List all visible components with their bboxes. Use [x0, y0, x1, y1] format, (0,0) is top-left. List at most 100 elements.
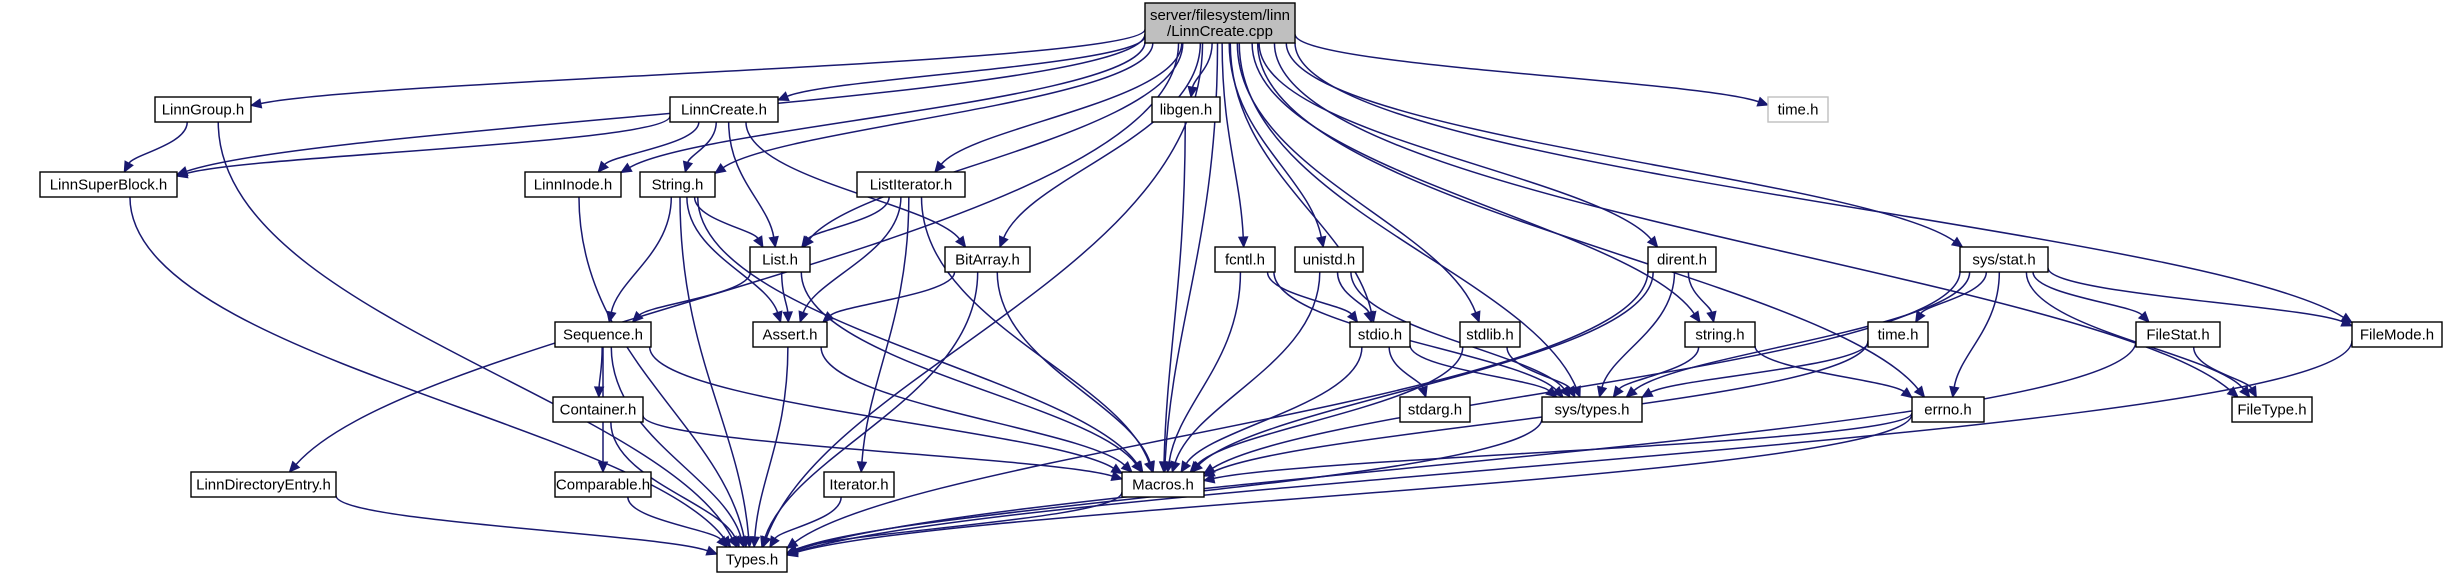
- edge-line: [217, 121, 733, 539]
- edge-arrowhead: [1625, 386, 1638, 398]
- node-unistd[interactable]: unistd.h: [1294, 246, 1364, 273]
- node-label: ListIterator.h: [870, 177, 953, 194]
- edge-ListIterator-to-Assert: [798, 196, 902, 324]
- node-Iterator[interactable]: Iterator.h: [823, 471, 895, 498]
- edge-line: [1336, 271, 1370, 313]
- edge-arrowhead: [1180, 460, 1192, 474]
- edge-line: [920, 196, 1150, 463]
- edge-arrowhead: [856, 461, 868, 474]
- edge-line: [1229, 42, 1373, 313]
- node-LinnSuperBlock[interactable]: LinnSuperBlock.h: [39, 171, 178, 198]
- node-errno[interactable]: errno.h: [1911, 396, 1985, 423]
- node-FileStat[interactable]: FileStat.h: [2135, 321, 2221, 348]
- node-Sequence[interactable]: Sequence.h: [554, 321, 652, 348]
- edge-arrowhead: [1202, 473, 1216, 484]
- edge-line: [1650, 341, 1869, 393]
- edge-stringlc-to-errno: [1754, 345, 1913, 399]
- edge-arrowhead: [776, 91, 790, 102]
- edge-line: [186, 115, 671, 175]
- node-stringlc[interactable]: string.h: [1684, 321, 1756, 348]
- node-label: LinnGroup.h: [162, 102, 245, 119]
- edge-arrowhead: [682, 160, 694, 174]
- node-Comparable[interactable]: Comparable.h: [554, 471, 652, 498]
- node-ListIterator[interactable]: ListIterator.h: [856, 171, 966, 198]
- node-stdlib[interactable]: stdlib.h: [1459, 321, 1521, 348]
- node-Assert[interactable]: Assert.h: [752, 321, 828, 348]
- node-BitArray[interactable]: BitArray.h: [944, 246, 1031, 273]
- node-List[interactable]: List.h: [749, 246, 811, 273]
- node-time2[interactable]: time.h: [1867, 321, 1929, 348]
- node-LinnCreate[interactable]: LinnCreate.h: [669, 96, 779, 123]
- edge-line: [627, 496, 722, 540]
- edge-arrowhead: [749, 536, 761, 549]
- node-StringH[interactable]: String.h: [639, 171, 716, 198]
- edge-arrowhead: [753, 235, 764, 249]
- node-box: [554, 471, 652, 498]
- node-Types[interactable]: Types.h: [716, 546, 788, 573]
- node-Macros[interactable]: Macros.h: [1121, 471, 1205, 498]
- node-dirent[interactable]: dirent.h: [1647, 246, 1717, 273]
- edge-sysstat-to-time2: [1915, 271, 1988, 324]
- node-box: [524, 171, 622, 198]
- node-label: LinnCreate.h: [681, 102, 767, 119]
- node-box: [1959, 246, 2049, 273]
- edge-line: [820, 346, 1126, 466]
- edge-ListIterator-to-Iterator: [856, 196, 910, 474]
- edge-line: [727, 121, 775, 238]
- edge-line: [1920, 271, 1988, 314]
- node-box: [1349, 321, 1411, 348]
- edge-sysstat-to-systypes: [1625, 271, 1971, 398]
- node-timeGray[interactable]: time.h: [1767, 96, 1829, 123]
- edge-root-to-BitArray: [999, 42, 1202, 249]
- edge-line: [1185, 346, 1363, 464]
- edge-arrowhead: [955, 235, 967, 248]
- edge-line: [1285, 42, 1955, 242]
- node-LinnDirectoryEntry[interactable]: LinnDirectoryEntry.h: [190, 471, 337, 498]
- node-label: stdlib.h: [1466, 327, 1514, 344]
- edge-arrowhead: [730, 535, 740, 549]
- node-label: LinnSuperBlock.h: [50, 177, 168, 194]
- edge-line: [260, 29, 1146, 105]
- edge-LinnCreate-to-BitArray: [745, 121, 967, 248]
- node-box: [639, 171, 716, 198]
- edge-line: [687, 121, 717, 163]
- edge-Container-to-Types: [610, 421, 740, 549]
- edge-line: [1953, 271, 2001, 388]
- node-Container[interactable]: Container.h: [552, 396, 644, 423]
- node-label: Macros.h: [1132, 477, 1194, 494]
- edge-line: [335, 495, 708, 552]
- node-FileMode[interactable]: FileMode.h: [2351, 321, 2443, 348]
- edge-arrowhead: [1913, 385, 1926, 398]
- edge-List-to-Assert: [780, 271, 793, 324]
- edge-line: [780, 271, 789, 313]
- edge-line: [1294, 33, 1759, 103]
- edge-arrowhead: [716, 535, 728, 548]
- edge-arrowhead: [606, 310, 617, 324]
- edge-line: [2192, 346, 2253, 389]
- node-LinnGroup[interactable]: LinnGroup.h: [154, 96, 252, 123]
- edge-ListIterator-to-List: [801, 196, 890, 248]
- node-label: Iterator.h: [829, 477, 888, 494]
- edge-line: [1388, 346, 1424, 388]
- node-sysstat[interactable]: sys/stat.h: [1959, 246, 2049, 273]
- edge-root-to-StringH: [713, 42, 1154, 175]
- edge-line: [807, 196, 890, 240]
- edge-root-to-LinnInode: [619, 41, 1146, 174]
- node-systypes[interactable]: sys/types.h: [1541, 396, 1643, 423]
- edge-line: [1258, 42, 1652, 240]
- edge-line: [808, 42, 1184, 240]
- node-stdarg[interactable]: stdarg.h: [1399, 396, 1471, 423]
- node-fcntl[interactable]: fcntl.h: [1214, 246, 1276, 273]
- edge-line: [1350, 271, 1565, 390]
- node-stdio[interactable]: stdio.h: [1349, 321, 1411, 348]
- edge-StringH-to-Types: [679, 196, 754, 549]
- edge-arrowhead: [1470, 310, 1481, 324]
- node-LinnInode[interactable]: LinnInode.h: [524, 171, 622, 198]
- node-libgen[interactable]: libgen.h: [1151, 96, 1221, 123]
- node-label: Comparable.h: [556, 477, 650, 494]
- edge-arrowhead: [1363, 310, 1374, 324]
- edge-line: [639, 271, 752, 316]
- node-box: [1144, 2, 1296, 44]
- node-FileType[interactable]: FileType.h: [2231, 396, 2313, 423]
- edge-line: [1633, 271, 1971, 392]
